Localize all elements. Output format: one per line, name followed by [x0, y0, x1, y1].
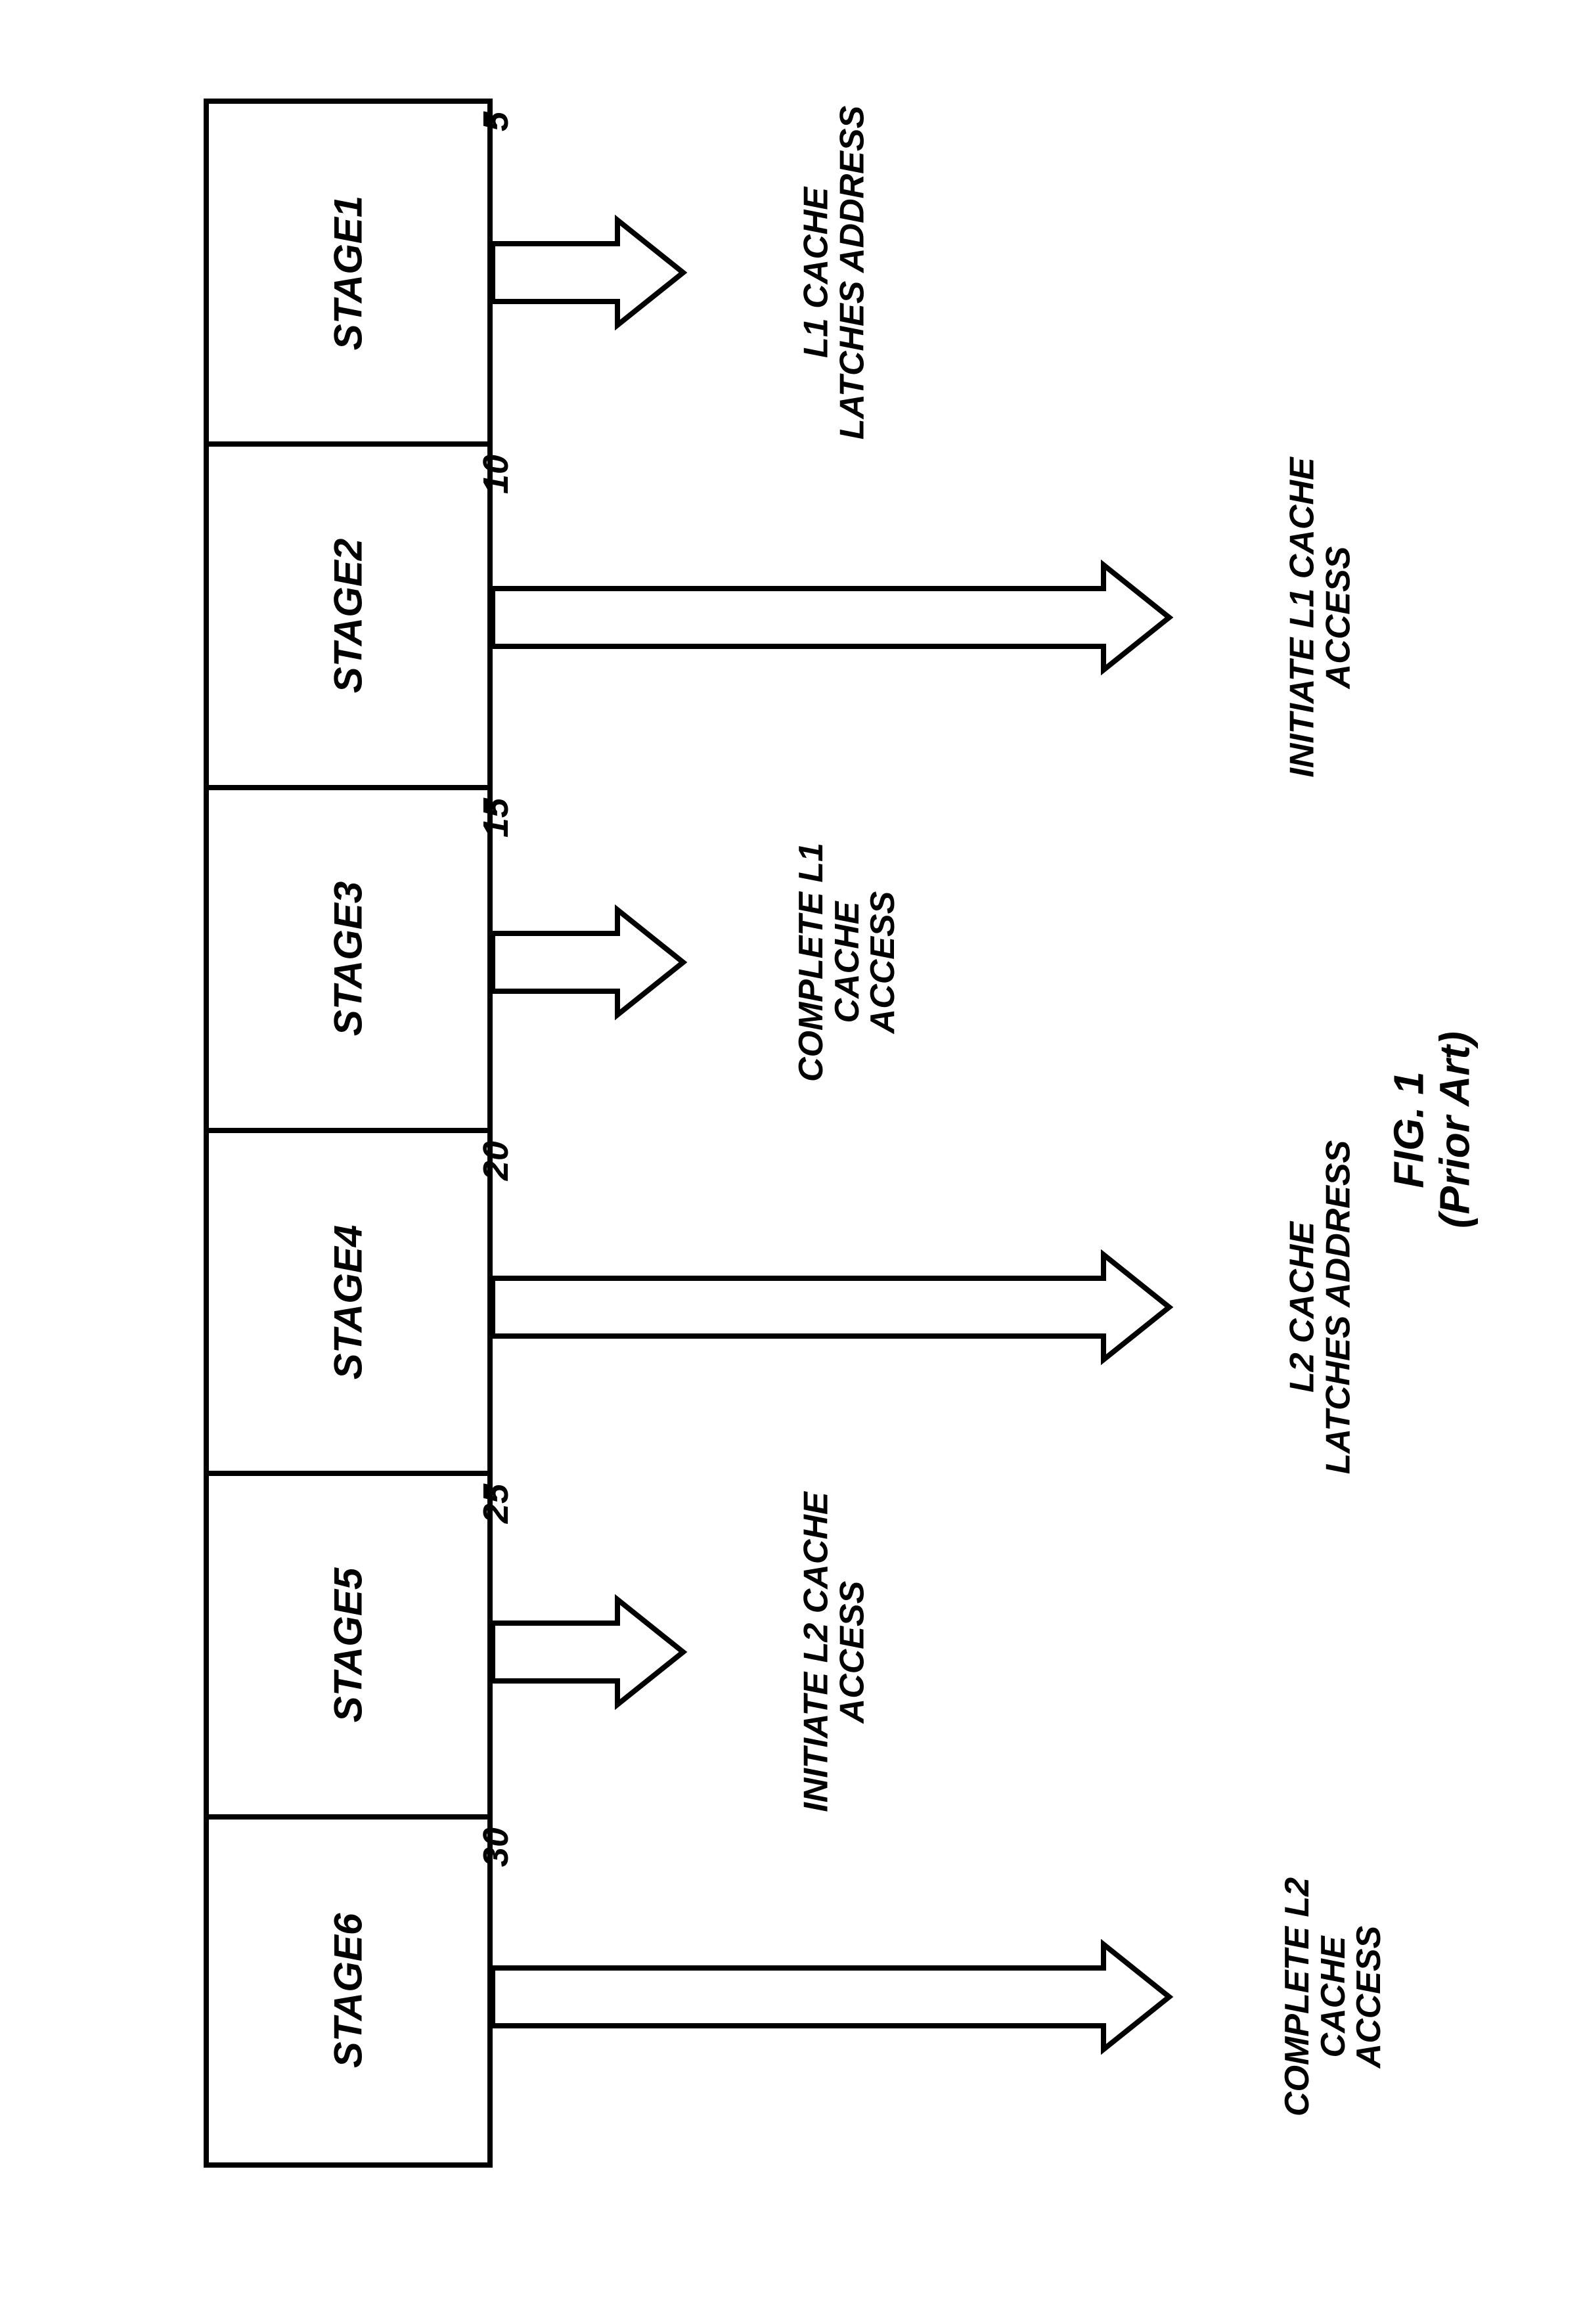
stage-label: STAGE4	[325, 1224, 370, 1379]
arrow-label: INITIATE L1 CACHEACCESS	[1284, 457, 1356, 777]
stage-cell: STAGE315	[209, 790, 487, 1133]
stage-cell: STAGE210	[209, 447, 487, 790]
arrow-label: INITIATE L2 CACHEACCESS	[798, 1492, 870, 1812]
block-arrow	[487, 1939, 1174, 2055]
stage-number: 5	[476, 112, 516, 131]
arrow-label-line: L1 CACHE	[798, 106, 834, 439]
arrow-label-line: ACCESS	[1320, 457, 1356, 777]
arrow-label: COMPLETE L2CACHEACCESS	[1280, 1877, 1387, 2116]
stage-label: STAGE1	[325, 195, 370, 350]
arrow-label-line: LATCHES ADDRESS	[834, 106, 870, 439]
arrow-label: COMPLETE L1CACHEACCESS	[793, 843, 901, 1082]
caption-line1: FIG. 1	[1386, 1031, 1432, 1228]
block-arrow	[487, 215, 688, 330]
arrow-label: L1 CACHELATCHES ADDRESS	[798, 106, 870, 439]
stage-cell: STAGE630	[209, 1820, 487, 2162]
block-arrow	[487, 560, 1174, 675]
block-arrow	[487, 905, 688, 1020]
stage-label: STAGE2	[325, 539, 370, 694]
block-arrow	[487, 1594, 688, 1710]
stage-number: 20	[476, 1141, 516, 1180]
stage-cell: STAGE525	[209, 1476, 487, 1819]
arrow-label-line: CACHE	[1316, 1877, 1352, 2116]
stage-label: STAGE6	[325, 1913, 370, 2068]
stage-number: 30	[476, 1827, 516, 1867]
arrow-label-line: INITIATE L2 CACHE	[798, 1492, 834, 1812]
stage-label: STAGE5	[325, 1568, 370, 1723]
stage-number: 15	[476, 798, 516, 838]
arrow-label-line: COMPLETE L2	[1280, 1877, 1316, 2116]
arrow-label-line: L2 CACHE	[1284, 1140, 1320, 1474]
arrow-label-line: ACCESS	[865, 843, 901, 1082]
figure-caption: FIG. 1 (Prior Art)	[1386, 1031, 1479, 1228]
stage-number: 25	[476, 1484, 516, 1523]
arrow-label-line: ACCESS	[1351, 1877, 1387, 2116]
stage-cell: STAGE420	[209, 1133, 487, 1476]
arrow-label: L2 CACHELATCHES ADDRESS	[1284, 1140, 1356, 1474]
block-arrow	[487, 1249, 1174, 1365]
stage-label: STAGE3	[325, 882, 370, 1037]
stage-cell: STAGE15	[209, 104, 487, 447]
pipeline-stage-row: STAGE15STAGE210STAGE315STAGE420STAGE525S…	[204, 99, 493, 2168]
arrow-label-line: INITIATE L1 CACHE	[1284, 457, 1320, 777]
figure-canvas: STAGE15STAGE210STAGE315STAGE420STAGE525S…	[0, 0, 1583, 2324]
caption-line2: (Prior Art)	[1432, 1031, 1478, 1228]
arrow-label-line: CACHE	[830, 843, 866, 1082]
arrow-label-line: ACCESS	[834, 1492, 870, 1812]
stage-number: 10	[476, 455, 516, 494]
arrow-label-line: LATCHES ADDRESS	[1320, 1140, 1356, 1474]
arrow-label-line: COMPLETE L1	[793, 843, 830, 1082]
